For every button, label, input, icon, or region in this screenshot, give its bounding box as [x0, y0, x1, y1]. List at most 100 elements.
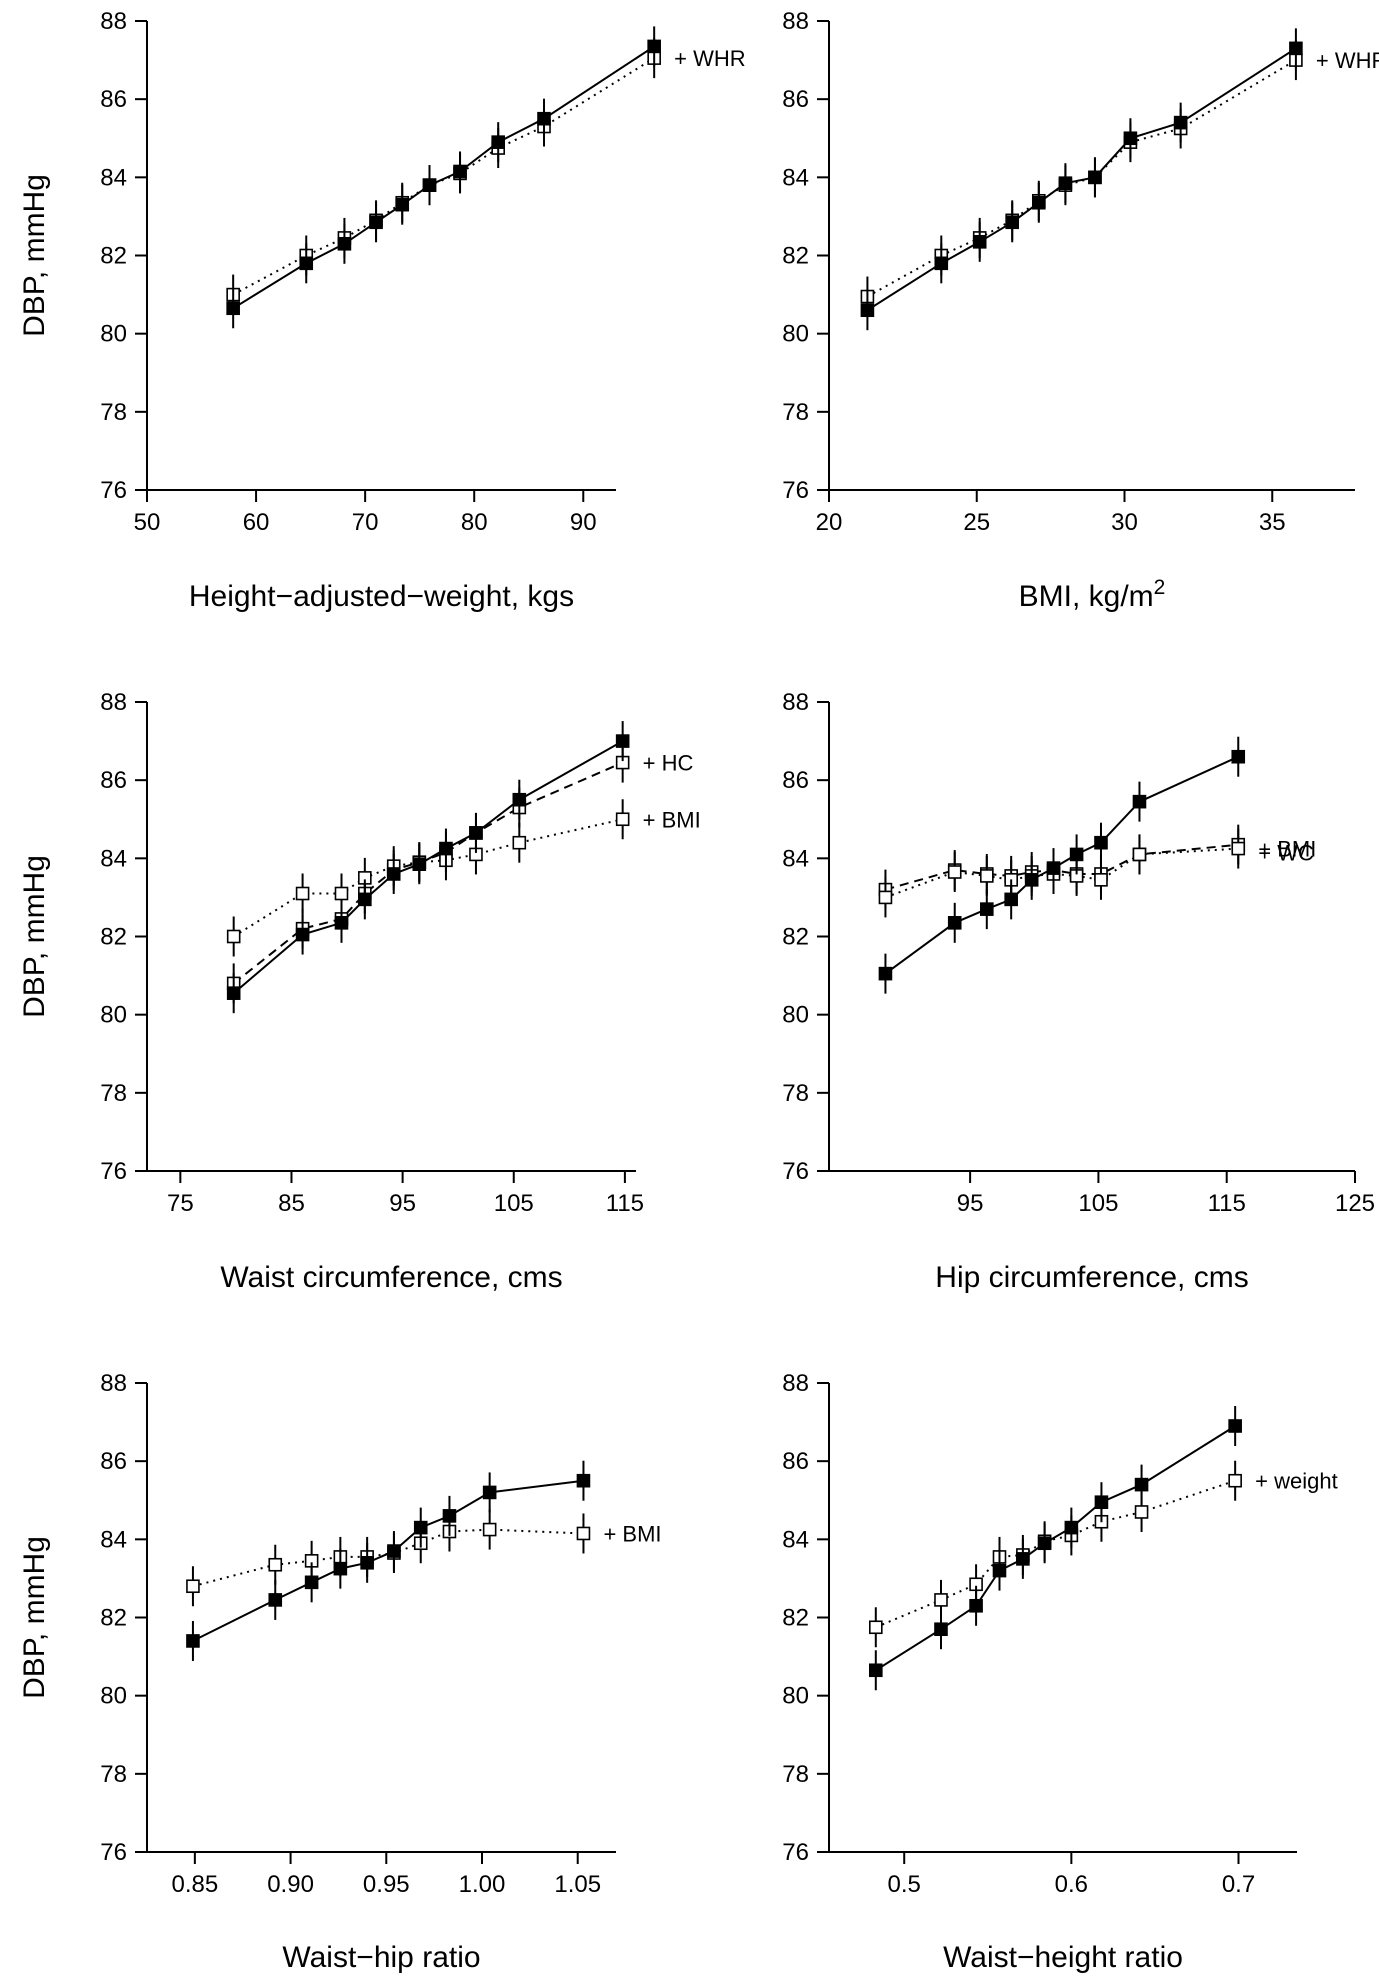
data-point — [878, 890, 893, 905]
y-tick-label: 80 — [782, 1002, 809, 1029]
series-line-bmi — [885, 847, 1239, 899]
data-point — [226, 301, 240, 316]
x-axis-label: BMI, kg/m2 — [1019, 576, 1166, 613]
data-point — [369, 215, 383, 230]
data-point — [576, 1526, 591, 1541]
data-point — [439, 841, 453, 856]
x-tick-label: 1.05 — [554, 1871, 601, 1898]
x-tick-label: 60 — [243, 509, 270, 536]
series-line-hc — [233, 761, 624, 985]
series-unadjusted — [868, 1405, 1242, 1691]
x-axis-label: Waist circumference, cms — [220, 1261, 562, 1294]
y-tick-label: 86 — [100, 86, 127, 113]
data-point — [1228, 1419, 1242, 1433]
series-hc: + HC — [226, 742, 694, 1004]
x-tick-label: 95 — [389, 1190, 416, 1217]
x-tick-label: 115 — [606, 1190, 644, 1217]
x-tick-label: 105 — [1078, 1190, 1118, 1217]
y-tick-label: 78 — [100, 1761, 127, 1788]
data-point — [422, 178, 437, 192]
y-tick-label: 80 — [782, 1683, 809, 1710]
x-tick-label: 70 — [352, 509, 379, 536]
data-point — [360, 1555, 374, 1570]
y-tick-label: 78 — [782, 1080, 809, 1107]
data-point — [860, 303, 875, 318]
chart-panel-6: 76 78 80 82 84 86 88 0.5 0.6 0.7 Waist−height rati… — [782, 1370, 1337, 1974]
data-point — [337, 236, 352, 251]
data-point — [413, 1520, 428, 1535]
data-point — [1004, 892, 1018, 907]
data-point — [295, 927, 310, 942]
y-axis-label: DBP, mmHg — [18, 174, 51, 337]
data-point — [1173, 115, 1188, 130]
series-label-weight: + weight — [1255, 1469, 1338, 1494]
data-point — [868, 1620, 883, 1635]
x-axis-label: Height−adjusted−weight, kgs — [189, 580, 574, 613]
y-tick-label: 86 — [100, 767, 127, 794]
data-point — [482, 1485, 497, 1500]
data-point — [186, 1579, 200, 1594]
series-line-bmi — [192, 1528, 584, 1588]
series-unadjusted — [226, 26, 661, 329]
x-tick-label: 0.90 — [267, 1871, 314, 1898]
data-point — [1123, 131, 1138, 146]
data-point — [1289, 41, 1303, 56]
y-tick-label: 76 — [782, 1839, 809, 1866]
data-point — [1132, 794, 1147, 809]
chart-panel-4: 76 78 80 82 84 86 88 95 105 115 125 Hip circumferen… — [782, 689, 1375, 1294]
data-point — [1088, 170, 1102, 185]
data-point — [334, 886, 349, 901]
series-label-bmi: + BMI — [643, 807, 701, 832]
x-tick-label: 25 — [963, 509, 990, 536]
y-tick-label: 80 — [100, 321, 127, 348]
data-point — [1132, 847, 1147, 862]
data-point — [442, 1509, 457, 1523]
y-tick-label: 88 — [782, 689, 809, 716]
x-tick-label: 85 — [278, 1190, 305, 1217]
x-tick-label: 1.00 — [459, 1871, 506, 1898]
y-tick-label: 78 — [100, 1080, 127, 1107]
data-point — [333, 1561, 348, 1576]
series-line-unadjusted — [884, 755, 1239, 975]
y-tick-label: 82 — [100, 924, 127, 951]
data-point — [878, 966, 893, 981]
y-tick-label: 80 — [100, 1683, 127, 1710]
series-label-bmi: + BMI — [1258, 837, 1316, 862]
y-tick-label: 84 — [100, 845, 127, 872]
series-line-unadjusted — [233, 740, 624, 994]
y-tick-label: 76 — [100, 1839, 127, 1866]
x-tick-label: 90 — [570, 509, 597, 536]
series-line-unadjusted — [232, 45, 655, 310]
data-point — [1005, 215, 1020, 230]
data-point — [934, 256, 949, 271]
series-label-bmi: + BMI — [603, 1521, 661, 1546]
y-tick-label: 76 — [100, 1158, 127, 1185]
x-axis-label: Hip circumference, cms — [935, 1261, 1248, 1294]
y-tick-label: 82 — [100, 243, 127, 270]
data-point — [1016, 1552, 1030, 1566]
data-point — [387, 1544, 401, 1558]
y-tick-label: 88 — [782, 1370, 809, 1397]
data-point — [268, 1593, 283, 1607]
data-point — [934, 1593, 948, 1607]
data-point — [491, 135, 506, 149]
y-tick-label: 76 — [782, 477, 809, 504]
data-point — [969, 1598, 983, 1613]
series-line-weight — [875, 1479, 1236, 1629]
data-point — [226, 986, 241, 1000]
series-label-wc: + WC — [1258, 841, 1314, 866]
y-tick-label: 88 — [100, 8, 127, 35]
data-point — [1228, 1473, 1242, 1488]
data-point — [1134, 1477, 1149, 1492]
x-tick-label: 105 — [494, 1190, 534, 1217]
data-point — [268, 1557, 283, 1572]
data-point — [1064, 1520, 1079, 1535]
x-tick-label: 95 — [957, 1190, 984, 1217]
series-whr: + WHR — [860, 40, 1379, 317]
y-tick-label: 86 — [782, 86, 809, 113]
y-axis-label: DBP, mmHg — [18, 855, 51, 1018]
series-line-unadjusted — [875, 1425, 1236, 1672]
data-point — [1094, 835, 1108, 850]
series-label-whr: + WHR — [674, 46, 746, 71]
